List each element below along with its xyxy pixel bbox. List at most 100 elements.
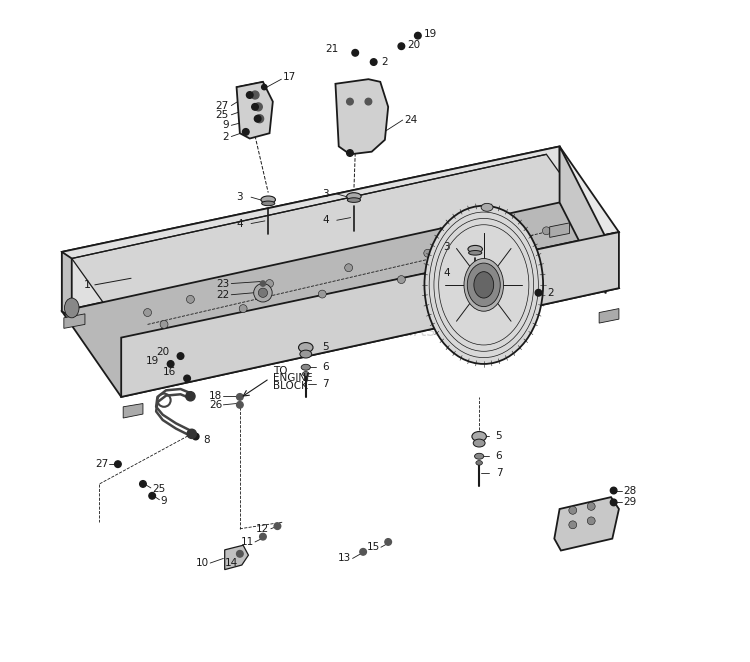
Ellipse shape: [473, 439, 485, 447]
Text: 4: 4: [236, 218, 243, 228]
Text: BLOCK: BLOCK: [273, 381, 308, 391]
Circle shape: [236, 394, 243, 401]
Text: 27: 27: [94, 459, 108, 469]
Text: 24: 24: [405, 115, 418, 125]
Circle shape: [503, 235, 511, 243]
Circle shape: [346, 98, 353, 105]
Circle shape: [242, 128, 249, 135]
Circle shape: [398, 43, 405, 50]
Circle shape: [149, 493, 155, 499]
Text: 15: 15: [366, 542, 380, 552]
Polygon shape: [72, 154, 606, 342]
Text: 9: 9: [222, 120, 229, 130]
Circle shape: [260, 281, 266, 286]
Circle shape: [365, 98, 372, 105]
Circle shape: [254, 115, 261, 122]
Circle shape: [476, 261, 484, 269]
Ellipse shape: [464, 258, 503, 311]
Text: 18: 18: [209, 391, 222, 401]
Ellipse shape: [469, 250, 482, 255]
Circle shape: [536, 289, 542, 296]
Circle shape: [160, 320, 168, 328]
Circle shape: [115, 461, 122, 467]
Circle shape: [256, 115, 263, 122]
Ellipse shape: [300, 350, 312, 358]
Circle shape: [398, 275, 405, 283]
Text: 27: 27: [215, 101, 229, 111]
Text: TO: TO: [273, 365, 287, 375]
Text: 29: 29: [622, 497, 636, 507]
Circle shape: [262, 85, 267, 90]
Ellipse shape: [475, 453, 484, 459]
Circle shape: [385, 539, 392, 545]
Circle shape: [345, 263, 352, 271]
Text: 12: 12: [256, 524, 269, 534]
Circle shape: [239, 305, 247, 312]
Ellipse shape: [474, 271, 494, 298]
Ellipse shape: [482, 203, 493, 211]
Text: 2: 2: [548, 288, 554, 298]
Text: 3: 3: [322, 189, 328, 199]
Text: 6: 6: [322, 362, 329, 372]
Text: 26: 26: [209, 400, 222, 410]
Text: 7: 7: [322, 379, 329, 389]
Polygon shape: [554, 497, 619, 551]
Circle shape: [352, 50, 358, 56]
Polygon shape: [225, 545, 248, 569]
Polygon shape: [236, 82, 273, 138]
Circle shape: [187, 429, 196, 438]
Text: 25: 25: [215, 110, 229, 120]
Circle shape: [274, 523, 280, 530]
Text: 7: 7: [496, 468, 502, 478]
Circle shape: [186, 392, 195, 401]
Circle shape: [346, 150, 353, 156]
Circle shape: [260, 534, 266, 540]
Ellipse shape: [262, 201, 274, 206]
Text: 23: 23: [217, 279, 230, 289]
Ellipse shape: [346, 193, 362, 200]
Polygon shape: [62, 252, 72, 318]
Text: 20: 20: [407, 40, 421, 50]
Text: 21: 21: [326, 44, 339, 54]
Text: 28: 28: [622, 485, 636, 496]
Polygon shape: [599, 308, 619, 323]
Polygon shape: [122, 232, 619, 397]
Polygon shape: [62, 146, 619, 338]
Text: eReplacementParts.com: eReplacementParts.com: [273, 322, 477, 340]
Text: 2: 2: [222, 132, 229, 142]
Circle shape: [610, 499, 617, 506]
Circle shape: [247, 92, 253, 98]
Circle shape: [187, 295, 194, 303]
Ellipse shape: [302, 364, 310, 370]
Polygon shape: [123, 404, 143, 418]
Ellipse shape: [424, 206, 543, 364]
Circle shape: [370, 59, 377, 66]
Ellipse shape: [298, 342, 313, 352]
Ellipse shape: [472, 432, 487, 442]
Circle shape: [236, 551, 243, 557]
Circle shape: [568, 521, 577, 529]
Text: ENGINE: ENGINE: [273, 373, 313, 383]
Circle shape: [542, 227, 550, 235]
Circle shape: [587, 502, 596, 510]
Text: 5: 5: [496, 432, 502, 442]
Circle shape: [258, 288, 268, 297]
Text: 2: 2: [382, 57, 388, 67]
Ellipse shape: [347, 198, 361, 203]
Circle shape: [251, 91, 259, 99]
Polygon shape: [550, 223, 569, 238]
Text: 4: 4: [443, 268, 450, 278]
Circle shape: [252, 103, 258, 110]
Text: 3: 3: [443, 242, 450, 252]
Polygon shape: [62, 203, 619, 397]
Polygon shape: [62, 146, 560, 311]
Text: 3: 3: [236, 192, 243, 202]
Ellipse shape: [468, 246, 482, 253]
Circle shape: [587, 517, 596, 525]
Text: 19: 19: [424, 29, 437, 39]
Text: 9: 9: [160, 496, 167, 506]
Circle shape: [610, 487, 617, 494]
Ellipse shape: [467, 263, 500, 307]
Polygon shape: [64, 314, 85, 328]
Circle shape: [143, 308, 152, 316]
